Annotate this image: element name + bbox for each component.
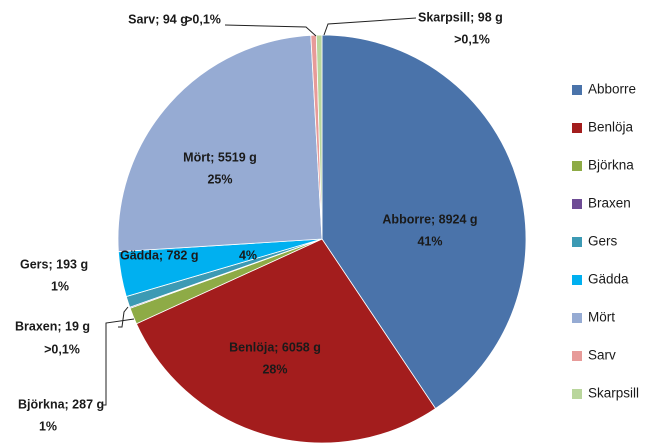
data-label: Sarv; 94 g: [128, 12, 188, 26]
data-label: Mört; 5519 g: [183, 150, 257, 164]
leader-line: [118, 306, 129, 328]
legend-label: Braxen: [588, 196, 631, 211]
data-label-percent: 1%: [39, 419, 57, 433]
legend-swatch: [572, 161, 582, 171]
data-label-percent: >0,1%: [44, 342, 80, 356]
pie-slice: [315, 34, 323, 240]
data-label-percent: >0,1%: [454, 32, 490, 46]
leader-line: [323, 17, 417, 36]
data-label: Gädda; 782 g: [120, 248, 199, 262]
data-label-percent: 25%: [207, 172, 232, 186]
data-label: Abborre; 8924 g: [382, 212, 477, 226]
leader-line: [103, 318, 135, 406]
pie: [117, 34, 527, 443]
data-label-percent: 4%: [239, 248, 257, 262]
data-label: Benlöja; 6058 g: [229, 340, 321, 354]
legend-label: Mört: [588, 310, 615, 325]
data-labels: Abborre; 8924 g 41% Benlöja; 6058 g 28% Björ…: [15, 10, 503, 433]
legend-label: Björkna: [588, 158, 634, 173]
pie-slice: [117, 34, 323, 253]
legend-swatch: [572, 85, 582, 95]
data-label-percent: 1%: [51, 279, 69, 293]
data-label: Skarpsill; 98 g: [418, 10, 503, 24]
legend: Abborre Benlöja Björkna Braxen Gers Gädda Mört…: [572, 82, 639, 401]
legend-swatch: [572, 123, 582, 133]
data-label: Björkna; 287 g: [18, 397, 104, 411]
data-label-percent: 28%: [262, 362, 287, 376]
legend-label: Abborre: [588, 82, 636, 97]
data-label-percent: >0,1%: [185, 12, 221, 26]
legend-swatch: [572, 275, 582, 285]
data-label: Gers; 193 g: [20, 257, 88, 271]
legend-swatch: [572, 237, 582, 247]
data-label: Braxen; 19 g: [15, 319, 90, 333]
legend-label: Sarv: [588, 348, 616, 363]
legend-swatch: [572, 199, 582, 209]
data-label-percent: 41%: [417, 234, 442, 248]
legend-label: Gers: [588, 234, 618, 249]
legend-label: Gädda: [588, 272, 629, 287]
legend-swatch: [572, 389, 582, 399]
legend-swatch: [572, 351, 582, 361]
legend-swatch: [572, 313, 582, 323]
legend-label: Skarpsill: [588, 386, 639, 401]
leader-line: [224, 24, 317, 37]
legend-label: Benlöja: [588, 120, 634, 135]
